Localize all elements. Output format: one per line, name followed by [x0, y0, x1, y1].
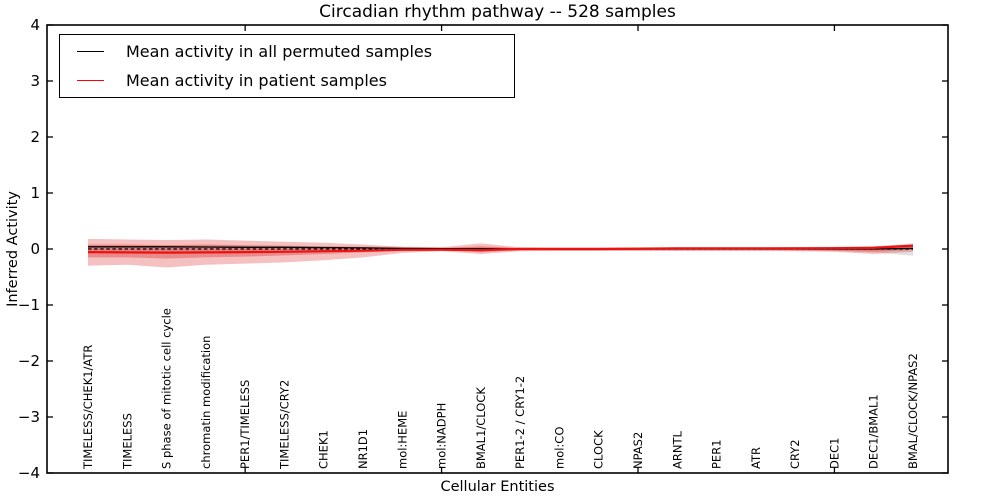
- x-category-label: TIMELESS: [120, 413, 134, 470]
- legend-item-patient: Mean activity in patient samples: [77, 66, 514, 94]
- x-category-label: BMAL1/CLOCK: [474, 387, 488, 469]
- y-tick-label: −4: [18, 464, 40, 482]
- x-category-label: S phase of mitotic cell cycle: [160, 308, 174, 469]
- patient-line-sample: [77, 79, 104, 81]
- permuted-line-sample: [77, 51, 104, 53]
- x-category-label: PER1-2 / CRY1-2: [513, 376, 527, 469]
- legend-item-permuted: Mean activity in all permuted samples: [77, 38, 514, 66]
- x-category-label: NPAS2: [631, 432, 645, 469]
- legend-label-permuted: Mean activity in all permuted samples: [126, 42, 433, 62]
- x-category-label: PER1/TIMELESS: [238, 380, 252, 469]
- x-axis-label: Cellular Entities: [440, 479, 555, 495]
- x-category-label: CLOCK: [592, 430, 606, 469]
- x-category-label: TIMELESS/CHEK1/ATR: [81, 345, 95, 470]
- y-tick-label: −1: [18, 296, 40, 314]
- y-tick-label: 4: [30, 16, 40, 34]
- x-category-label: BMAL/CLOCK/NPAS2: [906, 353, 920, 469]
- x-category-label: ATR: [749, 447, 763, 469]
- x-category-label: mol:HEME: [395, 411, 409, 469]
- series-line-mean-activity-in-patient-samples: [87, 244, 914, 254]
- y-tick-label: 3: [30, 72, 40, 90]
- y-tick-label: 1: [30, 184, 40, 202]
- x-category-label: DEC1/BMAL1: [867, 394, 881, 469]
- x-category-label: CHEK1: [317, 430, 331, 469]
- x-category-label: DEC1: [827, 438, 841, 469]
- legend-label-patient: Mean activity in patient samples: [126, 70, 387, 90]
- y-tick-label: 0: [30, 240, 40, 258]
- y-tick-label: −3: [18, 408, 40, 426]
- x-category-label: mol:NADPH: [435, 403, 449, 469]
- chart-title: Circadian rhythm pathway -- 528 samples: [319, 2, 676, 22]
- legend-box: Mean activity in all permuted samples Me…: [59, 34, 515, 98]
- x-category-label: NR1D1: [356, 429, 370, 469]
- y-tick-label: 2: [30, 128, 40, 146]
- x-category-label: TIMELESS/CRY2: [277, 380, 291, 470]
- x-category-label: CRY2: [788, 439, 802, 469]
- x-category-label: ARNTL: [670, 431, 684, 469]
- x-category-label: mol:CO: [552, 427, 566, 469]
- x-category-label: chromatin modification: [199, 336, 213, 469]
- x-category-label: PER1: [710, 439, 724, 469]
- y-tick-label: −2: [18, 352, 40, 370]
